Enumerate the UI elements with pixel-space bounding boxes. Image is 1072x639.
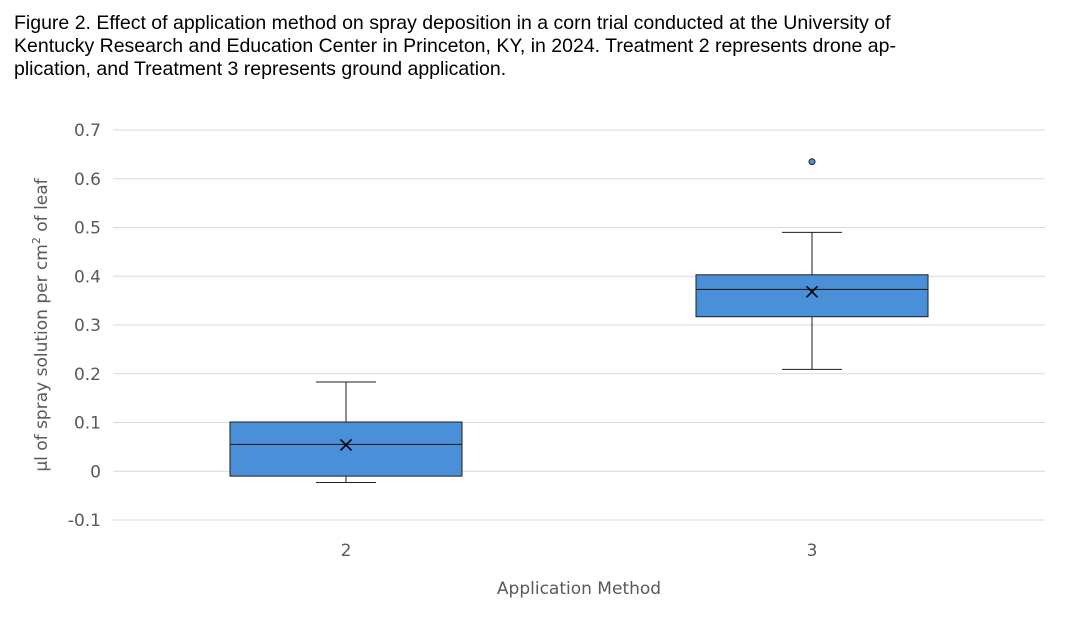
y-tick-label: 0.1 (74, 414, 101, 434)
caption-line-1: Figure 2. Effect of application method o… (14, 12, 891, 34)
y-axis-title-suffix: of leaf (32, 177, 52, 237)
y-axis-title-superscript: 2 (30, 237, 43, 244)
box-2 (229, 381, 463, 483)
grid-lines (113, 129, 1045, 521)
outlier-point (808, 158, 816, 166)
y-tick-label: -0.1 (68, 511, 101, 531)
caption-line-3: plication, and Treatment 3 represents gr… (14, 58, 507, 80)
y-tick-label: 0.6 (74, 170, 101, 190)
y-axis-ticks: -0.1 0 0.1 0.2 0.3 0.4 0.5 0.6 0.7 (68, 121, 101, 531)
x-tick-label: 3 (807, 541, 818, 561)
y-tick-label: 0.2 (74, 365, 101, 385)
box-iqr (695, 274, 929, 318)
mean-marker (805, 285, 819, 298)
x-tick-label: 2 (341, 541, 352, 561)
box-series (229, 158, 929, 483)
y-tick-label: 0 (90, 462, 101, 482)
y-tick-label: 0.5 (74, 219, 101, 239)
y-tick-label: 0.4 (74, 267, 101, 287)
box-3 (695, 158, 929, 370)
x-axis-title: Application Method (497, 579, 661, 599)
y-axis-title: µl of spray solution per cm2 of leaf (30, 177, 52, 471)
y-tick-label: 0.7 (74, 121, 101, 141)
box-iqr (229, 421, 463, 477)
caption-line-2: Kentucky Research and Education Center i… (14, 35, 896, 57)
y-tick-label: 0.3 (74, 316, 101, 336)
figure-caption: Figure 2. Effect of application method o… (14, 12, 1044, 81)
mean-marker (339, 438, 353, 451)
y-axis-title-prefix: µl of spray solution per cm (32, 244, 52, 472)
